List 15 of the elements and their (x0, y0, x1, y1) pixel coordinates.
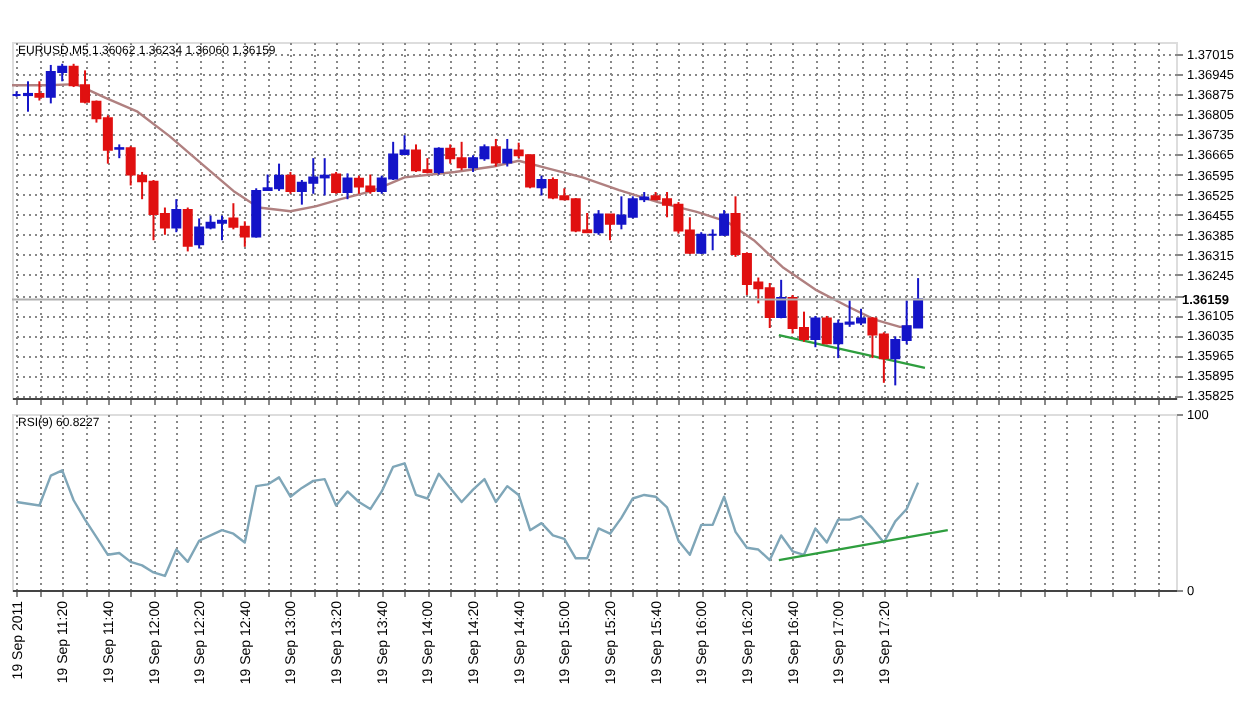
candlestick (342, 172, 353, 201)
candlestick (536, 174, 547, 197)
candlestick (593, 209, 604, 236)
candlestick (810, 314, 821, 349)
candlestick (285, 170, 296, 195)
candlestick (171, 198, 182, 234)
candlestick (331, 170, 342, 195)
candlestick (182, 206, 193, 253)
candlestick (821, 314, 832, 346)
candlestick (604, 213, 615, 242)
candlestick (502, 137, 513, 168)
candlestick (490, 137, 501, 168)
line-series (15, 462, 920, 578)
candlestick (34, 80, 45, 102)
candlestick (433, 146, 444, 176)
